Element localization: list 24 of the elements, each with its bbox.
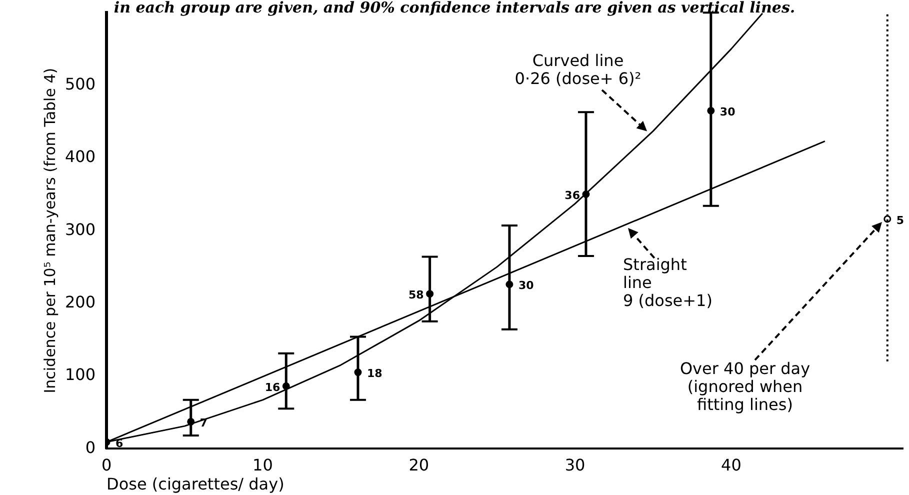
annotation: 58 xyxy=(408,288,424,302)
annotation: 5 xyxy=(896,214,904,227)
annotation: Over 40 per day (ignored when fitting lines) xyxy=(680,359,810,414)
annotation: 30 xyxy=(518,279,534,292)
x-tick-label: 0 xyxy=(101,455,112,474)
x-axis-title: Dose (cigarettes/ day) xyxy=(106,474,284,494)
annotation: Curved line 0·26 (dose+ 6)² xyxy=(514,51,642,88)
y-tick-label: 300 xyxy=(64,220,96,239)
x-tick-label: 20 xyxy=(408,455,430,474)
y-tick-label: 0 xyxy=(85,438,96,457)
x-tick-label: 30 xyxy=(564,455,586,474)
annotation: 16 xyxy=(264,380,280,394)
annotation: Straight line 9 (dose+1) xyxy=(623,254,712,310)
annotation: 30 xyxy=(720,106,736,119)
x-tick-label: 40 xyxy=(721,455,742,474)
x-tick-label: 10 xyxy=(252,455,273,474)
y-tick-label: 500 xyxy=(64,74,96,94)
y-axis-title: Incidence per 10⁵ man-years (from Table 4) xyxy=(40,68,59,394)
y-tick-label: 200 xyxy=(64,292,96,312)
annotation: 18 xyxy=(366,367,382,380)
annotation: 36 xyxy=(564,189,580,202)
annotation: in each group are given, and 90% confidence intervals are given as vertical lines. xyxy=(114,0,796,16)
y-tick-label: 400 xyxy=(64,147,96,166)
y-tick-label: 100 xyxy=(64,365,96,384)
